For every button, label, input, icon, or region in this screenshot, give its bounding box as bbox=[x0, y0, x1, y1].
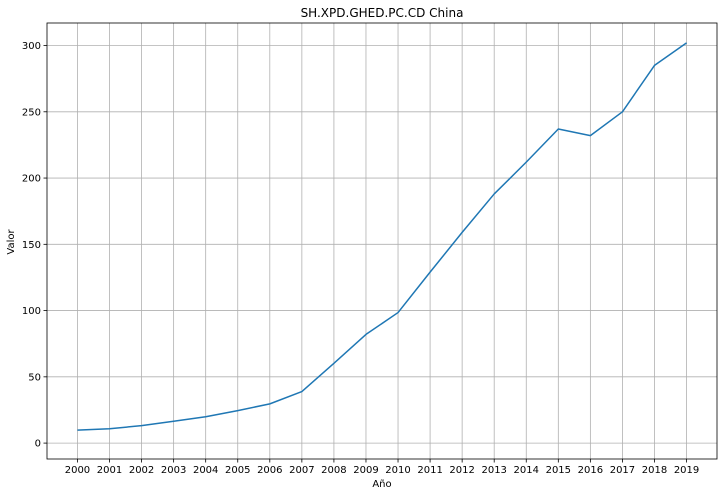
x-tick-label: 2013 bbox=[481, 465, 506, 476]
y-tick-label: 0 bbox=[35, 439, 41, 450]
y-tick-label: 250 bbox=[22, 107, 41, 118]
x-tick-label: 2004 bbox=[193, 465, 218, 476]
x-tick-label: 2008 bbox=[321, 465, 346, 476]
x-tick-label: 2015 bbox=[546, 465, 571, 476]
y-tick-label: 50 bbox=[28, 372, 41, 383]
x-tick-label: 2009 bbox=[353, 465, 378, 476]
x-tick-label: 2001 bbox=[97, 465, 122, 476]
plot-frame bbox=[46, 22, 718, 460]
x-tick-label: 2010 bbox=[385, 465, 410, 476]
series-lines bbox=[77, 42, 687, 431]
x-tick-label: 2016 bbox=[578, 465, 603, 476]
x-axis-label: Año bbox=[372, 479, 391, 490]
y-axis-ticks: 0 50 100 150 200 250 300 bbox=[22, 41, 47, 450]
x-tick-label: 2002 bbox=[129, 465, 154, 476]
x-tick-label: 2006 bbox=[257, 465, 282, 476]
x-tick-label: 2003 bbox=[161, 465, 186, 476]
x-tick-label: 2007 bbox=[289, 465, 314, 476]
x-axis-ticks: 2000 2001 2002 2003 2004 2005 2006 2007 2008 2009… bbox=[65, 459, 699, 476]
y-tick-label: 200 bbox=[22, 174, 41, 185]
y-tick-label: 150 bbox=[22, 240, 41, 251]
x-tick-label: 2012 bbox=[449, 465, 474, 476]
x-tick-label: 2018 bbox=[642, 465, 667, 476]
y-tick-label: 300 bbox=[22, 41, 41, 52]
y-axis-label: Valor bbox=[6, 229, 17, 255]
grid-lines bbox=[47, 23, 717, 459]
y-tick-label: 100 bbox=[22, 306, 41, 317]
x-tick-label: 2000 bbox=[65, 465, 90, 476]
chart-title: SH.XPD.GHED.PC.CD China bbox=[301, 6, 464, 20]
x-tick-label: 2014 bbox=[514, 465, 539, 476]
series-line bbox=[77, 42, 687, 431]
x-tick-label: 2011 bbox=[417, 465, 442, 476]
x-tick-label: 2005 bbox=[225, 465, 250, 476]
x-tick-label: 2017 bbox=[610, 465, 635, 476]
axes-frame bbox=[46, 22, 718, 460]
x-tick-label: 2019 bbox=[674, 465, 699, 476]
